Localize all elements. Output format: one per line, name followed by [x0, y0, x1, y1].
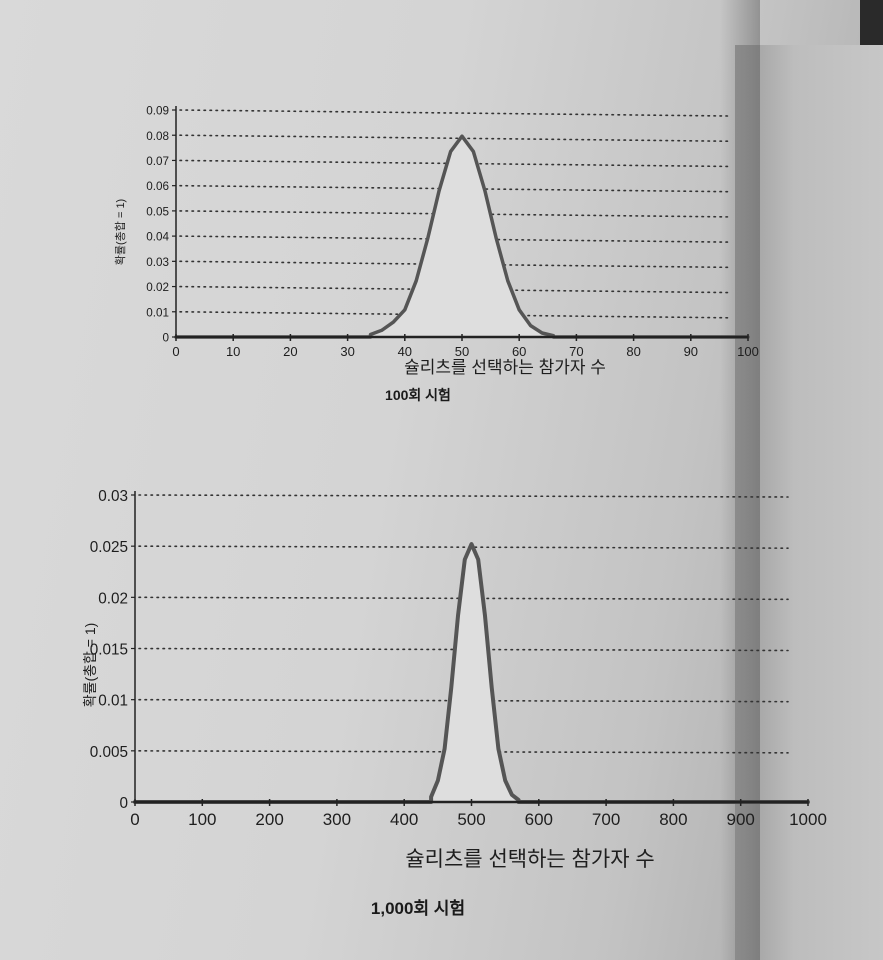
chart-100-area	[370, 136, 554, 337]
y-tick-label: 0.04	[146, 231, 169, 244]
x-tick-label: 20	[283, 344, 297, 359]
chart-100-y-tick-labels: 0 0.01 0.02 0.03 0.04 0.05 0.06 0.07 0.08 0.09	[146, 105, 176, 345]
x-tick-label: 0	[130, 810, 139, 829]
x-tick-label: 400	[390, 810, 418, 829]
x-tick-label: 600	[525, 810, 553, 829]
y-tick-label: 0.01	[98, 693, 128, 710]
chart-1000-curve	[133, 542, 810, 804]
chart-100-x-axis-label: 슐리츠를 선택하는 참가자 수	[404, 358, 606, 377]
x-tick-label: 0	[172, 344, 179, 359]
y-tick-label: 0	[119, 795, 128, 812]
y-tick-label: 0.01	[146, 306, 169, 319]
x-tick-label: 200	[255, 810, 283, 829]
x-tick-label: 100	[737, 344, 759, 359]
x-tick-label: 1000	[789, 810, 827, 829]
gridline	[179, 184, 729, 193]
x-tick-label: 30	[340, 344, 354, 359]
gridline	[179, 109, 729, 117]
chart-1000-x-tick-labels: 0 100 200 300 400 500 600 700 800 900 1000	[130, 799, 827, 829]
y-tick-label: 0.06	[146, 180, 169, 193]
y-tick-label: 0.02	[146, 281, 169, 294]
gridline	[179, 260, 729, 269]
x-tick-label: 300	[323, 810, 351, 829]
chart-100-y-axis-label: 확률(총합 = 1)	[114, 199, 127, 265]
gridline	[138, 545, 789, 549]
x-tick-label: 10	[226, 344, 240, 359]
chart-100-x-tick-labels: 0 10 20 30 40 50 60 70 80 90 100	[172, 334, 759, 359]
gridline	[179, 159, 729, 168]
x-tick-label: 70	[569, 344, 583, 359]
x-tick-label: 60	[512, 344, 526, 359]
x-tick-label: 900	[727, 810, 755, 829]
chart-1000-caption: 1,000회 시험	[371, 898, 465, 918]
gridline	[138, 494, 789, 498]
x-tick-label: 700	[592, 810, 620, 829]
y-tick-label: 0.015	[90, 641, 128, 658]
y-tick-label: 0.07	[146, 155, 169, 168]
gridline	[179, 210, 729, 218]
gridline	[179, 235, 729, 243]
x-tick-label: 40	[398, 344, 412, 359]
y-tick-label: 0.09	[146, 105, 169, 118]
y-tick-label: 0.005	[90, 744, 128, 761]
y-tick-label: 0.05	[146, 205, 169, 218]
chart-1000-y-axis-label: 확률(총합 = 1)	[82, 623, 98, 708]
chart-1000-y-tick-labels: 0 0.005 0.01 0.015 0.02 0.025 0.03	[90, 488, 135, 812]
y-tick-label: 0.03	[98, 488, 128, 505]
x-tick-label: 50	[455, 344, 469, 359]
gridline	[179, 310, 729, 319]
y-tick-label: 0	[162, 332, 169, 345]
x-tick-label: 90	[684, 344, 698, 359]
gridline	[179, 134, 729, 143]
chart-100-curve	[174, 134, 750, 339]
facing-page-edge	[735, 45, 883, 960]
y-tick-label: 0.08	[146, 130, 169, 143]
chart-1000-area	[431, 544, 519, 802]
y-tick-label: 0.025	[90, 539, 128, 556]
y-tick-label: 0.02	[98, 590, 128, 607]
chart-100-grid	[179, 109, 729, 319]
gridline	[179, 285, 729, 294]
x-tick-label: 100	[188, 810, 216, 829]
x-tick-label: 500	[457, 810, 485, 829]
x-tick-label: 80	[626, 344, 640, 359]
x-tick-label: 800	[659, 810, 687, 829]
chart-1000-x-axis-label: 슐리츠를 선택하는 참가자 수	[405, 848, 654, 871]
y-tick-label: 0.03	[146, 256, 169, 269]
chart-100-caption: 100회 시험	[385, 387, 451, 403]
